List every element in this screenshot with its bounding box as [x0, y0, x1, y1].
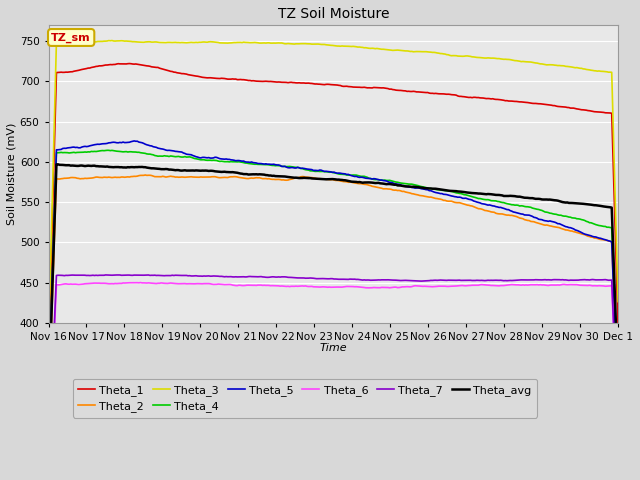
- Theta_3: [108, 37, 116, 43]
- Theta_avg: [295, 175, 303, 181]
- Theta_6: [584, 283, 592, 288]
- Theta_7: [244, 274, 252, 279]
- Theta_7: [115, 272, 122, 278]
- Theta_avg: [116, 164, 124, 170]
- Theta_4: [116, 149, 124, 155]
- Theta_4: [244, 161, 252, 167]
- Theta_1: [244, 78, 252, 84]
- Theta_1: [295, 80, 303, 85]
- Theta_1: [45, 356, 52, 362]
- Theta_7: [45, 457, 52, 463]
- Theta_2: [614, 401, 622, 407]
- Theta_1: [614, 324, 622, 329]
- Theta_7: [295, 275, 303, 281]
- Theta_3: [216, 40, 224, 46]
- Theta_avg: [54, 161, 62, 167]
- Theta_3: [614, 299, 622, 304]
- Theta_1: [235, 77, 243, 83]
- Line: Theta_3: Theta_3: [49, 40, 618, 344]
- Theta_4: [104, 147, 111, 153]
- Theta_4: [216, 158, 224, 164]
- Theta_5: [131, 138, 138, 144]
- Theta_3: [116, 38, 124, 44]
- Theta_2: [115, 174, 122, 180]
- Line: Theta_6: Theta_6: [49, 283, 618, 465]
- Theta_6: [295, 283, 303, 289]
- Theta_4: [45, 396, 52, 402]
- Theta_3: [295, 41, 303, 47]
- Theta_5: [115, 140, 122, 146]
- Line: Theta_4: Theta_4: [49, 150, 618, 399]
- Theta_6: [45, 462, 52, 468]
- Theta_7: [216, 274, 224, 279]
- Theta_avg: [584, 202, 592, 207]
- Title: TZ Soil Moisture: TZ Soil Moisture: [278, 7, 389, 21]
- Theta_1: [584, 108, 592, 113]
- Theta_2: [244, 176, 252, 181]
- Theta_3: [244, 40, 252, 46]
- Theta_1: [125, 60, 133, 66]
- Line: Theta_5: Theta_5: [49, 141, 618, 404]
- Theta_6: [137, 280, 145, 286]
- Theta_5: [216, 156, 224, 162]
- Theta_2: [295, 175, 303, 180]
- Legend: Theta_1, Theta_2, Theta_3, Theta_4, Theta_5, Theta_6, Theta_7, Theta_avg: Theta_1, Theta_2, Theta_3, Theta_4, Thet…: [73, 379, 537, 418]
- Line: Theta_2: Theta_2: [49, 175, 618, 412]
- Theta_5: [614, 401, 622, 407]
- Theta_6: [115, 281, 122, 287]
- Theta_2: [141, 172, 149, 178]
- Theta_7: [584, 277, 592, 283]
- Theta_6: [244, 282, 252, 288]
- Y-axis label: Soil Moisture (mV): Soil Moisture (mV): [7, 123, 17, 225]
- Theta_5: [45, 395, 52, 400]
- Theta_avg: [614, 380, 622, 385]
- Theta_2: [45, 409, 52, 415]
- Theta_7: [143, 272, 150, 278]
- Theta_2: [216, 175, 224, 180]
- Theta_4: [295, 165, 303, 170]
- Theta_7: [614, 423, 622, 429]
- Theta_avg: [45, 402, 52, 408]
- Theta_5: [235, 157, 243, 163]
- Theta_3: [45, 341, 52, 347]
- Line: Theta_1: Theta_1: [49, 63, 618, 359]
- Theta_2: [584, 233, 592, 239]
- Theta_avg: [244, 172, 252, 178]
- Theta_1: [115, 61, 122, 67]
- Theta_5: [244, 159, 252, 165]
- Theta_2: [235, 175, 243, 180]
- Theta_4: [614, 392, 622, 398]
- Theta_4: [584, 219, 592, 225]
- Theta_3: [584, 67, 592, 72]
- Theta_4: [235, 159, 243, 165]
- Theta_6: [216, 281, 224, 287]
- Theta_avg: [216, 169, 224, 175]
- Theta_1: [216, 76, 224, 82]
- Line: Theta_avg: Theta_avg: [49, 164, 618, 405]
- Text: TZ_sm: TZ_sm: [51, 32, 91, 43]
- Theta_5: [295, 165, 303, 171]
- Theta_7: [235, 274, 243, 280]
- Line: Theta_7: Theta_7: [49, 275, 618, 460]
- Theta_5: [584, 232, 592, 238]
- Theta_avg: [235, 170, 243, 176]
- X-axis label: Time: Time: [319, 343, 347, 353]
- Theta_3: [235, 39, 243, 45]
- Theta_6: [235, 282, 243, 288]
- Theta_6: [614, 427, 622, 432]
